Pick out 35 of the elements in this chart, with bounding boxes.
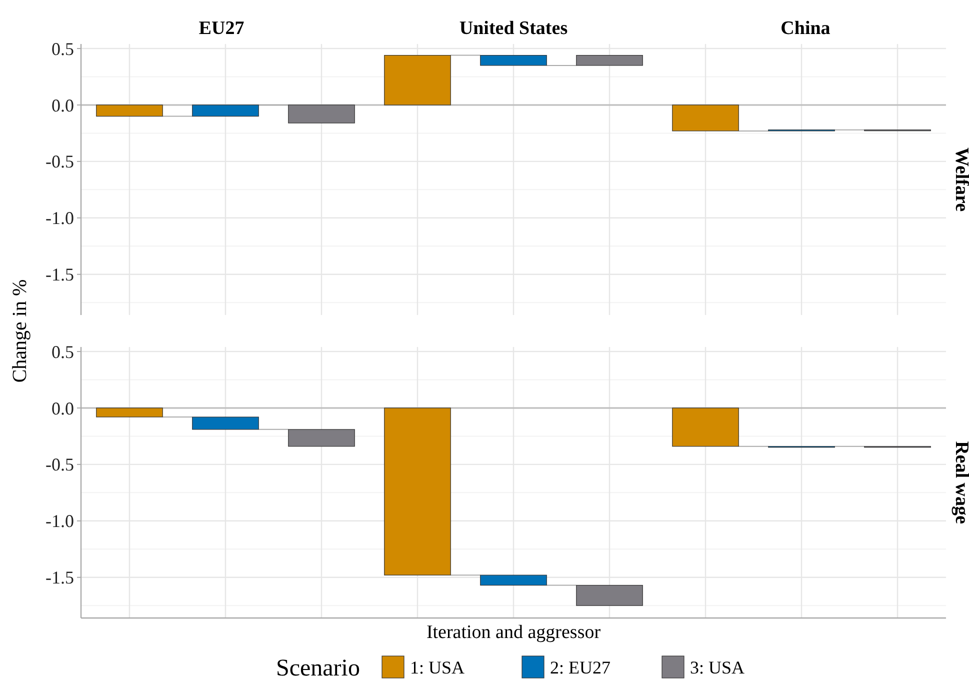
bar — [576, 584, 643, 606]
y-tick-label: -0.5 — [46, 454, 74, 475]
bar — [480, 54, 547, 66]
y-tick-label: -1.5 — [46, 568, 74, 588]
y-tick-label: -1.0 — [46, 511, 74, 532]
text: United States — [459, 18, 568, 39]
legend-label: 1: USA — [410, 657, 465, 678]
y-tick-label: 0.5 — [52, 342, 74, 362]
bar — [96, 104, 163, 117]
y-axis-title: Change in % — [9, 279, 31, 383]
legend-label: 2: EU27 — [550, 657, 610, 678]
bar — [384, 408, 451, 576]
bar — [672, 408, 739, 447]
bar — [192, 416, 259, 430]
bar — [384, 54, 451, 106]
legend-title: Scenario — [276, 655, 360, 682]
y-tick-label: -0.5 — [46, 152, 74, 172]
y2-axis-title: Real wage — [950, 441, 969, 524]
text: EU27 — [198, 18, 245, 39]
y-tick-label: 0.0 — [52, 95, 74, 116]
bar — [672, 104, 739, 132]
bar — [192, 104, 259, 117]
bar — [576, 54, 643, 66]
y-tick-label: -1.5 — [46, 264, 74, 285]
bar — [288, 104, 355, 124]
y-tick-label: 0.0 — [52, 398, 74, 418]
legend-label: 3: USA — [690, 657, 745, 678]
bar — [96, 408, 163, 418]
bar — [288, 429, 355, 447]
y2-axis-title: Welfare — [950, 147, 969, 212]
y-tick-label: 0.5 — [52, 38, 74, 59]
text: China — [780, 18, 831, 39]
bar — [480, 574, 547, 586]
x-axis-title: Iteration and aggressor — [426, 622, 602, 643]
y-tick-label: -1.0 — [46, 208, 74, 228]
